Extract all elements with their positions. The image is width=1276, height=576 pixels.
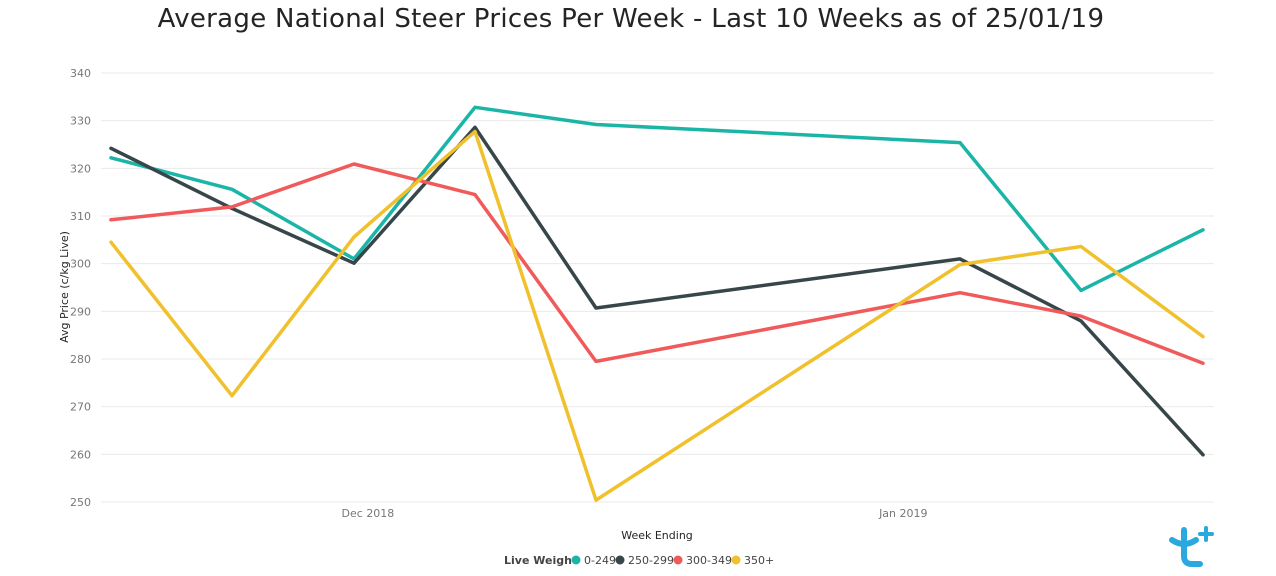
- legend-marker: [615, 555, 625, 565]
- data-point: [958, 257, 962, 261]
- y-tick-label: 260: [70, 448, 91, 461]
- y-tick-label: 250: [70, 496, 91, 509]
- y-axis-ticks: 250 260 270 280 290 300 310 320 330 340: [70, 67, 91, 509]
- data-point: [1079, 245, 1083, 249]
- series-line-250-299: [109, 125, 1205, 457]
- legend: Live Weight 0-249 250-299 300-349 350+: [504, 554, 774, 567]
- legend-title: Live Weight: [504, 554, 577, 567]
- y-tick-label: 320: [70, 162, 91, 175]
- data-point: [352, 261, 356, 265]
- y-tick-label: 340: [70, 67, 91, 80]
- data-point: [958, 291, 962, 295]
- y-tick-label: 330: [70, 115, 91, 128]
- y-tick-label: 280: [70, 353, 91, 366]
- data-point: [594, 359, 598, 363]
- chart-title: Average National Steer Prices Per Week -…: [157, 4, 1105, 34]
- data-point: [958, 263, 962, 267]
- data-point: [594, 498, 598, 502]
- data-point: [352, 235, 356, 239]
- data-point: [594, 122, 598, 126]
- data-point: [109, 146, 113, 150]
- y-tick-label: 290: [70, 305, 91, 318]
- series-lines: [109, 105, 1205, 502]
- y-tick-label: 310: [70, 210, 91, 223]
- data-point: [109, 156, 113, 160]
- data-point: [109, 240, 113, 244]
- data-point: [958, 141, 962, 145]
- brand-logo-icon: [1169, 526, 1214, 567]
- legend-marker: [673, 555, 683, 565]
- y-axis-title: Avg Price (c/kg Live): [58, 231, 71, 343]
- data-point: [352, 257, 356, 261]
- x-tick-label: Dec 2018: [342, 507, 395, 520]
- data-point: [1079, 288, 1083, 292]
- data-point: [352, 162, 356, 166]
- y-tick-label: 300: [70, 258, 91, 271]
- legend-marker: [571, 555, 581, 565]
- legend-marker: [731, 555, 741, 565]
- data-point: [473, 105, 477, 109]
- data-point: [1079, 319, 1083, 323]
- data-point: [1201, 361, 1205, 365]
- y-tick-label: 270: [70, 401, 91, 414]
- data-point: [473, 125, 477, 129]
- series-line-0-249: [109, 105, 1205, 293]
- x-axis-ticks: Dec 2018 Jan 2019: [342, 507, 928, 520]
- x-tick-label: Jan 2019: [878, 507, 927, 520]
- data-point: [594, 306, 598, 310]
- data-point: [473, 193, 477, 197]
- data-point: [473, 130, 477, 134]
- data-point: [1079, 314, 1083, 318]
- data-point: [230, 394, 234, 398]
- x-axis-title: Week Ending: [621, 529, 693, 542]
- legend-label: 300-349: [686, 554, 732, 567]
- data-point: [109, 218, 113, 222]
- data-point: [230, 205, 234, 209]
- series-line-350+: [109, 129, 1205, 502]
- data-point: [230, 187, 234, 191]
- data-point: [1201, 335, 1205, 339]
- gridlines: [101, 72, 1214, 503]
- data-point: [1201, 228, 1205, 232]
- legend-label: 0-249: [584, 554, 616, 567]
- legend-label: 350+: [744, 554, 774, 567]
- legend-items: 0-249 250-299 300-349 350+: [571, 554, 774, 567]
- series-line-300-349: [109, 162, 1205, 366]
- data-point: [1201, 453, 1205, 457]
- legend-label: 250-299: [628, 554, 674, 567]
